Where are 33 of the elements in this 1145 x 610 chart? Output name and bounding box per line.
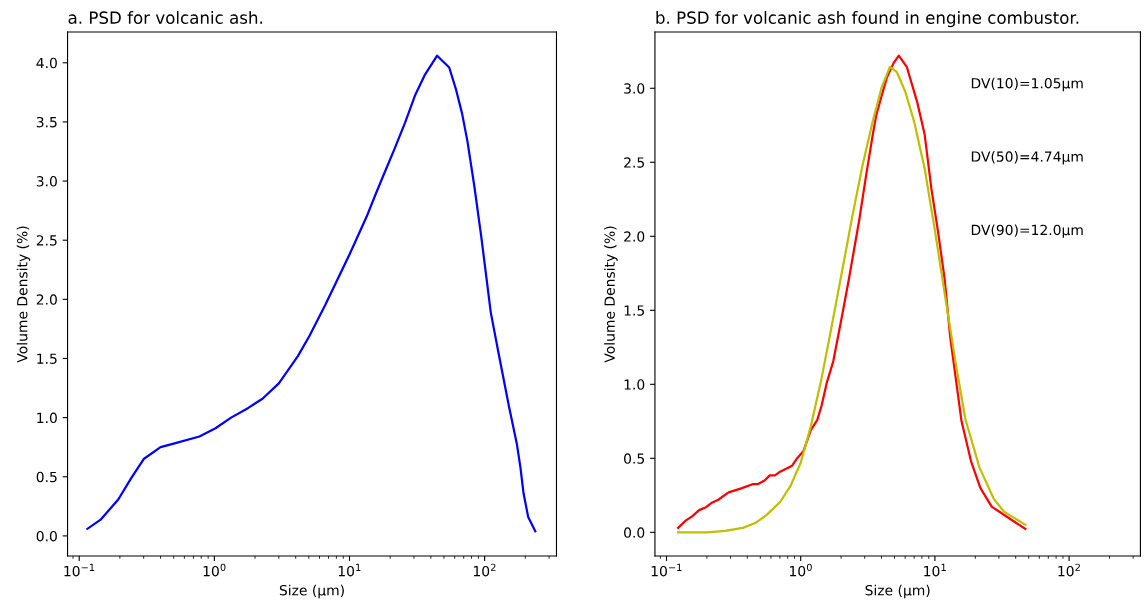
x-tick-label: 10$^{−1}$ — [651, 563, 682, 577]
y-tick-label: 1.0 — [37, 412, 57, 424]
annotation: DV(10)=1.05μm — [971, 77, 1083, 92]
y-tick-label: 2.5 — [624, 157, 645, 168]
y-tick-label: 1.5 — [624, 305, 645, 316]
y-tick-label: 2.0 — [624, 231, 645, 242]
x-axis-title: Size (μm) — [279, 584, 344, 599]
y-tick-label: 2.5 — [36, 235, 57, 246]
y-tick-label: 2.0 — [36, 294, 57, 305]
x-tick-label: 10$^{0}$ — [790, 563, 812, 577]
x-tick-label: 10$^{1}$ — [924, 563, 946, 577]
y-tick-label: 3.5 — [36, 116, 57, 128]
y-tick-label: 4.0 — [36, 57, 57, 69]
y-tick-label: 0.5 — [36, 471, 57, 483]
x-tick-label: 10$^{−1}$ — [64, 563, 95, 577]
y-tick-label: 0.0 — [624, 527, 645, 538]
y-tick-label: 1.0 — [624, 379, 645, 390]
y-axis-title: Volume Density (%) — [16, 226, 31, 363]
x-axis-title: Size (μm) — [865, 584, 930, 599]
y-tick-label: 1.5 — [37, 353, 57, 364]
annotation: DV(90)=12.0μm — [971, 224, 1083, 238]
y-tick-label: 0.0 — [36, 530, 57, 542]
chart-title: b. PSD for volcanic ash found in engine combustor. — [656, 11, 1079, 28]
x-tick-label: 10$^{2}$ — [1058, 563, 1080, 577]
x-tick-label: 10$^{1}$ — [338, 563, 361, 577]
x-tick-label: 10$^{0}$ — [203, 563, 226, 577]
chart-title: a. PSD for volcanic ash. — [68, 11, 263, 24]
y-tick-label: 3.0 — [36, 176, 57, 187]
y-tick-label: 0.5 — [624, 453, 645, 464]
y-tick-label: 3.0 — [624, 83, 645, 94]
y-axis-title: Volume Density (%) — [604, 226, 618, 363]
x-tick-label: 10$^{2}$ — [473, 563, 496, 577]
annotation: DV(50)=4.74μm — [971, 151, 1083, 165]
